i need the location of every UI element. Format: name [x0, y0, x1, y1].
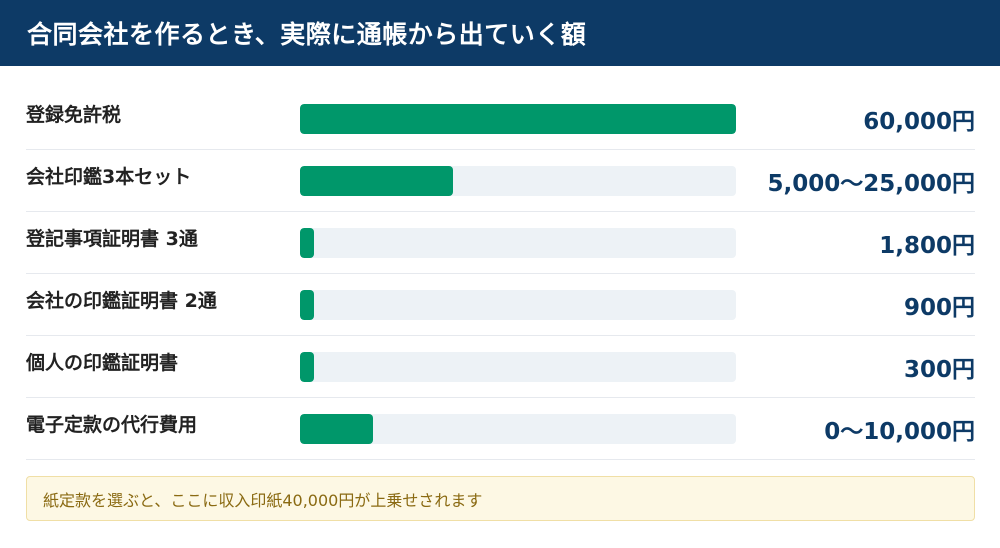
- chart-row: 登記事項証明書 3通 1,800円: [26, 212, 975, 274]
- chart-row: 会社印鑑3本セット 5,000〜25,000円: [26, 150, 975, 212]
- bar: [300, 228, 314, 258]
- value-label: 60,000円: [863, 109, 975, 135]
- bar-track: [300, 166, 736, 196]
- value-label: 900円: [903, 295, 975, 321]
- bar-track: [300, 104, 736, 134]
- chart-row: 登録免許税 60,000円: [26, 88, 975, 150]
- value-label: 300円: [903, 357, 975, 383]
- bar: [300, 414, 373, 444]
- bar: [300, 290, 314, 320]
- page-title: 合同会社を作るとき、実際に通帳から出ていく額: [27, 20, 587, 49]
- category-label: 会社印鑑3本セット: [26, 166, 192, 188]
- chart-row: 個人の印鑑証明書 300円: [26, 336, 975, 398]
- category-label: 登録免許税: [26, 104, 122, 126]
- note-text: 紙定款を選ぶと、ここに収入印紙40,000円が上乗せされます: [43, 490, 483, 510]
- category-label: 会社の印鑑証明書 2通: [26, 290, 217, 312]
- bar: [300, 166, 453, 196]
- category-label: 電子定款の代行費用: [26, 414, 198, 436]
- bar-track: [300, 228, 736, 258]
- bar-track: [300, 352, 736, 382]
- page-header: 合同会社を作るとき、実際に通帳から出ていく額: [0, 0, 1000, 66]
- bar-track: [300, 290, 736, 320]
- category-label: 登記事項証明書 3通: [26, 228, 198, 250]
- value-label: 0〜10,000円: [824, 419, 975, 445]
- value-label: 5,000〜25,000円: [767, 171, 975, 197]
- bar: [300, 104, 736, 134]
- category-label: 個人の印鑑証明書: [26, 352, 179, 374]
- value-label: 1,800円: [879, 233, 975, 259]
- chart-row: 会社の印鑑証明書 2通 900円: [26, 274, 975, 336]
- bar-track: [300, 414, 736, 444]
- cost-chart: 登録免許税 60,000円会社印鑑3本セット 5,000〜25,000円登記事項証明…: [26, 88, 975, 460]
- bar: [300, 352, 314, 382]
- chart-row: 電子定款の代行費用 0〜10,000円: [26, 398, 975, 460]
- note-box: 紙定款を選ぶと、ここに収入印紙40,000円が上乗せされます: [26, 476, 975, 521]
